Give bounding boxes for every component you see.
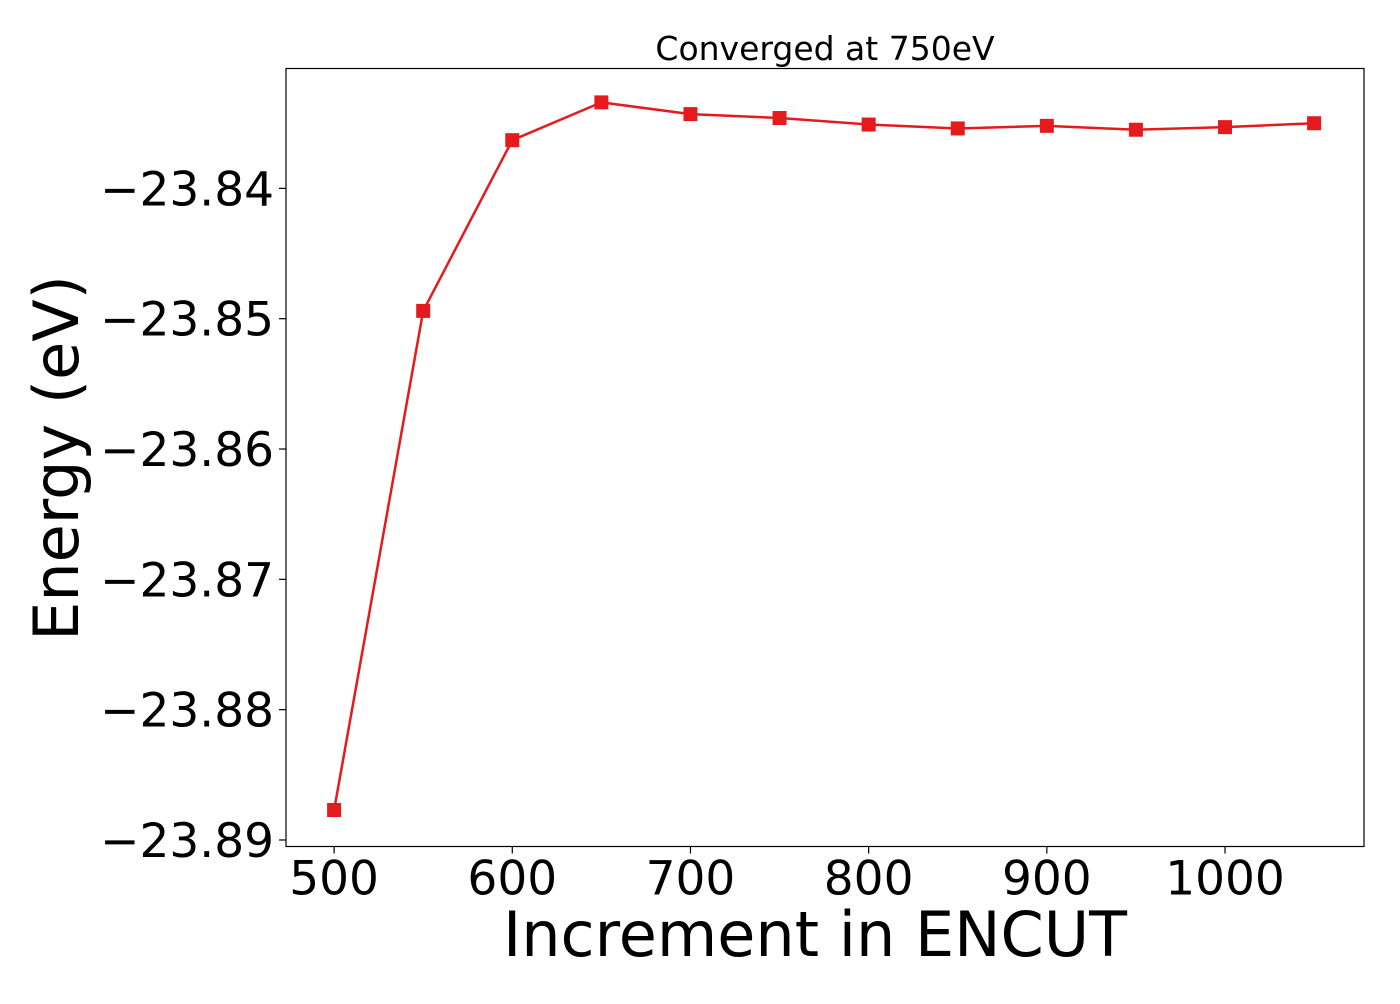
data-point-marker xyxy=(1039,118,1054,133)
y-tick-label: −23.86 xyxy=(100,423,274,478)
y-axis-title: Energy (eV) xyxy=(20,275,93,641)
y-axis: −23.84 −23.85 −23.86 −23.87 −23.88 −23.89 xyxy=(100,162,286,869)
data-point-marker xyxy=(1307,116,1322,131)
data-point-marker xyxy=(861,117,876,132)
data-point-marker xyxy=(505,133,520,148)
data-point-marker xyxy=(416,303,431,318)
data-point-marker xyxy=(1218,120,1233,135)
series-layer xyxy=(327,95,1322,818)
data-point-marker xyxy=(950,121,965,136)
y-tick-label: −23.89 xyxy=(100,814,274,869)
chart-title: Converged at 750eV xyxy=(655,29,995,68)
series-line xyxy=(332,101,1315,811)
y-tick-label: −23.84 xyxy=(100,162,274,217)
y-tick-label: −23.88 xyxy=(100,684,274,739)
plot-frame xyxy=(285,67,1365,848)
x-tick-label: 900 xyxy=(1002,852,1092,907)
x-tick-label: 1000 xyxy=(1165,852,1285,907)
data-point-marker xyxy=(1128,122,1143,137)
y-tick-label: −23.85 xyxy=(100,293,274,348)
data-point-marker xyxy=(327,803,342,818)
x-axis-title: Increment in ENCUT xyxy=(503,898,1128,971)
data-point-marker xyxy=(594,95,609,110)
x-tick-label: 500 xyxy=(289,852,379,907)
data-point-marker xyxy=(772,111,787,126)
data-point-marker xyxy=(683,107,698,122)
x-axis: 500 600 700 800 900 1000 xyxy=(289,846,1285,907)
y-tick-label: −23.87 xyxy=(100,553,274,608)
x-tick-label: 700 xyxy=(646,852,736,907)
x-tick-label: 800 xyxy=(824,852,914,907)
x-tick-label: 600 xyxy=(467,852,557,907)
